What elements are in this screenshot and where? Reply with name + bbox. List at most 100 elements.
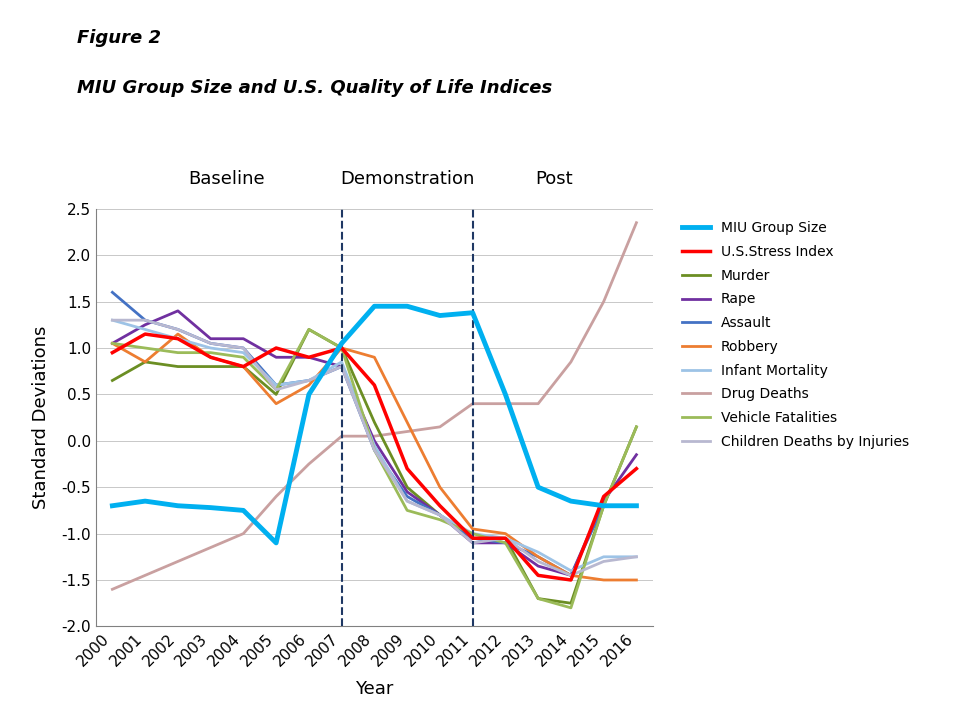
Children Deaths by Injuries — [565, 571, 577, 580]
Murder — [598, 501, 610, 510]
Rape — [598, 497, 610, 505]
Line: MIU Group Size: MIU Group Size — [112, 306, 636, 543]
Line: Children Deaths by Injuries: Children Deaths by Injuries — [112, 320, 636, 575]
Line: Robbery: Robbery — [112, 334, 636, 580]
U.S.Stress Index — [401, 464, 413, 473]
Line: Drug Deaths: Drug Deaths — [112, 222, 636, 589]
Assault — [499, 539, 511, 547]
Infant Mortality — [565, 567, 577, 575]
Murder — [499, 534, 511, 543]
MIU Group Size — [107, 501, 118, 510]
MIU Group Size — [271, 539, 282, 547]
Children Deaths by Injuries — [499, 534, 511, 543]
Infant Mortality — [238, 348, 250, 357]
Robbery — [598, 576, 610, 585]
Robbery — [533, 552, 544, 561]
Children Deaths by Injuries — [434, 510, 445, 519]
Children Deaths by Injuries — [303, 376, 315, 384]
Vehicle Fatalities — [336, 343, 348, 352]
Murder — [533, 594, 544, 603]
MIU Group Size — [369, 302, 380, 310]
Vehicle Fatalities — [369, 446, 380, 454]
Rape — [499, 539, 511, 547]
MIU Group Size — [204, 503, 216, 512]
Infant Mortality — [336, 358, 348, 366]
Infant Mortality — [598, 552, 610, 561]
Murder — [336, 343, 348, 352]
Vehicle Fatalities — [139, 343, 151, 352]
Robbery — [401, 418, 413, 426]
Murder — [271, 390, 282, 399]
Rape — [369, 436, 380, 445]
Assault — [204, 339, 216, 348]
Children Deaths by Injuries — [467, 539, 478, 547]
Vehicle Fatalities — [533, 594, 544, 603]
Children Deaths by Injuries — [369, 446, 380, 454]
Rape — [434, 510, 445, 519]
U.S.Stress Index — [467, 534, 478, 543]
Rape — [271, 353, 282, 361]
Drug Deaths — [172, 557, 183, 566]
Robbery — [204, 353, 216, 361]
Robbery — [107, 339, 118, 348]
Murder — [303, 325, 315, 334]
Y-axis label: Standard Deviations: Standard Deviations — [33, 326, 51, 509]
Children Deaths by Injuries — [533, 557, 544, 566]
Assault — [565, 571, 577, 580]
MIU Group Size — [467, 308, 478, 317]
Assault — [172, 325, 183, 334]
Assault — [336, 362, 348, 371]
U.S.Stress Index — [631, 464, 642, 473]
Murder — [107, 376, 118, 384]
Children Deaths by Injuries — [631, 552, 642, 561]
Text: Post: Post — [536, 170, 573, 188]
Infant Mortality — [467, 529, 478, 538]
Murder — [139, 358, 151, 366]
Text: Baseline: Baseline — [189, 170, 265, 188]
Drug Deaths — [369, 432, 380, 441]
Drug Deaths — [271, 492, 282, 501]
Rape — [204, 334, 216, 343]
Text: MIU Group Size and U.S. Quality of Life Indices: MIU Group Size and U.S. Quality of Life … — [77, 79, 552, 97]
U.S.Stress Index — [303, 353, 315, 361]
Assault — [271, 381, 282, 390]
Murder — [467, 534, 478, 543]
Murder — [172, 362, 183, 371]
Drug Deaths — [499, 400, 511, 408]
Rape — [631, 451, 642, 459]
Children Deaths by Injuries — [401, 497, 413, 505]
Rape — [533, 562, 544, 570]
Line: Rape: Rape — [112, 311, 636, 575]
Vehicle Fatalities — [467, 529, 478, 538]
Vehicle Fatalities — [204, 348, 216, 357]
U.S.Stress Index — [107, 348, 118, 357]
Murder — [631, 423, 642, 431]
Vehicle Fatalities — [271, 385, 282, 394]
MIU Group Size — [499, 390, 511, 399]
Murder — [238, 362, 250, 371]
U.S.Stress Index — [336, 343, 348, 352]
Children Deaths by Injuries — [238, 343, 250, 352]
U.S.Stress Index — [499, 534, 511, 543]
MIU Group Size — [434, 311, 445, 320]
Robbery — [172, 330, 183, 338]
Assault — [303, 376, 315, 384]
Murder — [434, 510, 445, 519]
Vehicle Fatalities — [303, 325, 315, 334]
Infant Mortality — [369, 441, 380, 450]
Vehicle Fatalities — [434, 516, 445, 524]
Assault — [631, 501, 642, 510]
MIU Group Size — [336, 339, 348, 348]
Murder — [565, 599, 577, 608]
U.S.Stress Index — [172, 334, 183, 343]
Rape — [467, 539, 478, 547]
U.S.Stress Index — [434, 501, 445, 510]
Robbery — [271, 400, 282, 408]
Infant Mortality — [303, 376, 315, 384]
Infant Mortality — [401, 497, 413, 505]
MIU Group Size — [303, 390, 315, 399]
U.S.Stress Index — [139, 330, 151, 338]
Robbery — [139, 358, 151, 366]
Murder — [401, 483, 413, 492]
Drug Deaths — [533, 400, 544, 408]
